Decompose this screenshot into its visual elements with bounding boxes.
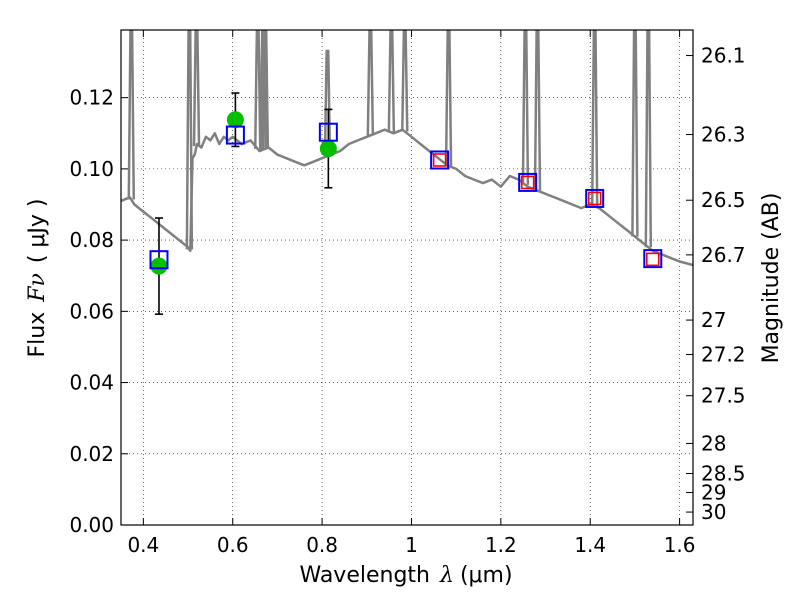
emission-line-spike [590,30,599,207]
mag-tick-label: 27 [701,308,726,332]
y-tick-label: 0.04 [69,371,114,395]
observed-point [150,257,168,275]
y-axis-label: Flux Fν ( μJy ) [25,198,50,357]
synthetic-photometry-series [432,153,660,267]
x-tick-label: 1.4 [574,533,606,557]
spectrum-series [121,30,693,267]
mag-tick-label: 28.5 [701,462,746,486]
emission-line-spike [261,30,270,149]
x-tick-label: 0.8 [306,533,338,557]
synthetic-photometry-box [645,252,660,267]
emission-line-spike [366,30,375,136]
right-axis-label: Magnitude (AB) [759,193,784,364]
plot-content [121,30,693,315]
model-photometry-box [225,125,245,145]
emission-line-spike [631,30,639,237]
emission-line-spike [185,30,194,250]
x-tick-label: 1.6 [664,533,696,557]
emission-line-spike [521,30,530,185]
x-tick-label: 0.4 [127,533,159,557]
emission-line-spike [127,30,136,200]
mag-tick-label: 30 [701,500,726,524]
emission-line-spike [253,30,262,149]
x-axis-label-unit: (μm) [460,563,513,588]
model-photometry-box [643,249,663,269]
emission-line-spike [444,30,453,166]
y-tick-label: 0.12 [69,86,114,110]
mag-tick-label: 29 [701,481,726,505]
synthetic-photometry-box [432,153,447,167]
y-axis-label-symbol: Fν [25,273,50,303]
y-tick-label: 0.02 [69,442,114,466]
emission-line-spike [644,30,653,248]
mag-tick-label: 26.1 [701,44,746,68]
observed-point [319,140,337,158]
x-tick-label: 0.6 [217,533,249,557]
mag-tick-label: 27.5 [701,384,746,408]
y-tick-label: 0.10 [69,157,114,181]
axes: 0.4 0.6 0.8 1 1.2 1.4 1.6 0.00 0.02 0.04 0.06 0.08 0… [69,30,746,557]
emission-line-spike [192,30,201,147]
y-axis-label-unit: ( μJy ) [25,198,50,263]
emission-line-spike [323,49,332,157]
x-axis-label-symbol: λ [439,563,454,588]
x-tick-label: 1 [405,533,418,557]
mag-tick-label: 28 [701,431,726,455]
y-axis-label-text: Flux [25,312,50,358]
x-axis-label: Wavelength λ (μm) [299,563,512,588]
mag-tick-label: 26.5 [701,188,746,212]
model-photometry-box [585,188,605,208]
spectrum-line [121,128,693,267]
y-tick-label: 0.08 [69,228,114,252]
plot-frame [120,29,694,526]
mag-tick-label: 26.3 [701,123,746,147]
model-photometry-box [430,150,450,170]
y-tick-label: 0.06 [69,299,114,323]
synthetic-photometry-box [587,191,602,206]
model-photometry-box [518,172,538,192]
mag-tick-label: 26.7 [701,243,746,267]
x-axis-label-text: Wavelength [299,563,430,588]
y-tick-label: 0.00 [69,513,114,537]
emission-line-spike [401,30,409,132]
model-photometry-box [149,250,169,270]
emission-line-spike [533,30,542,191]
synthetic-photometry-box [520,175,535,190]
x-tick-label: 1.2 [485,533,517,557]
model-photometry-box [318,122,338,142]
observed-point [226,111,244,129]
mag-tick-label: 27.2 [701,343,746,367]
model-photometry-series [149,122,663,270]
emission-line-spike [387,30,396,133]
